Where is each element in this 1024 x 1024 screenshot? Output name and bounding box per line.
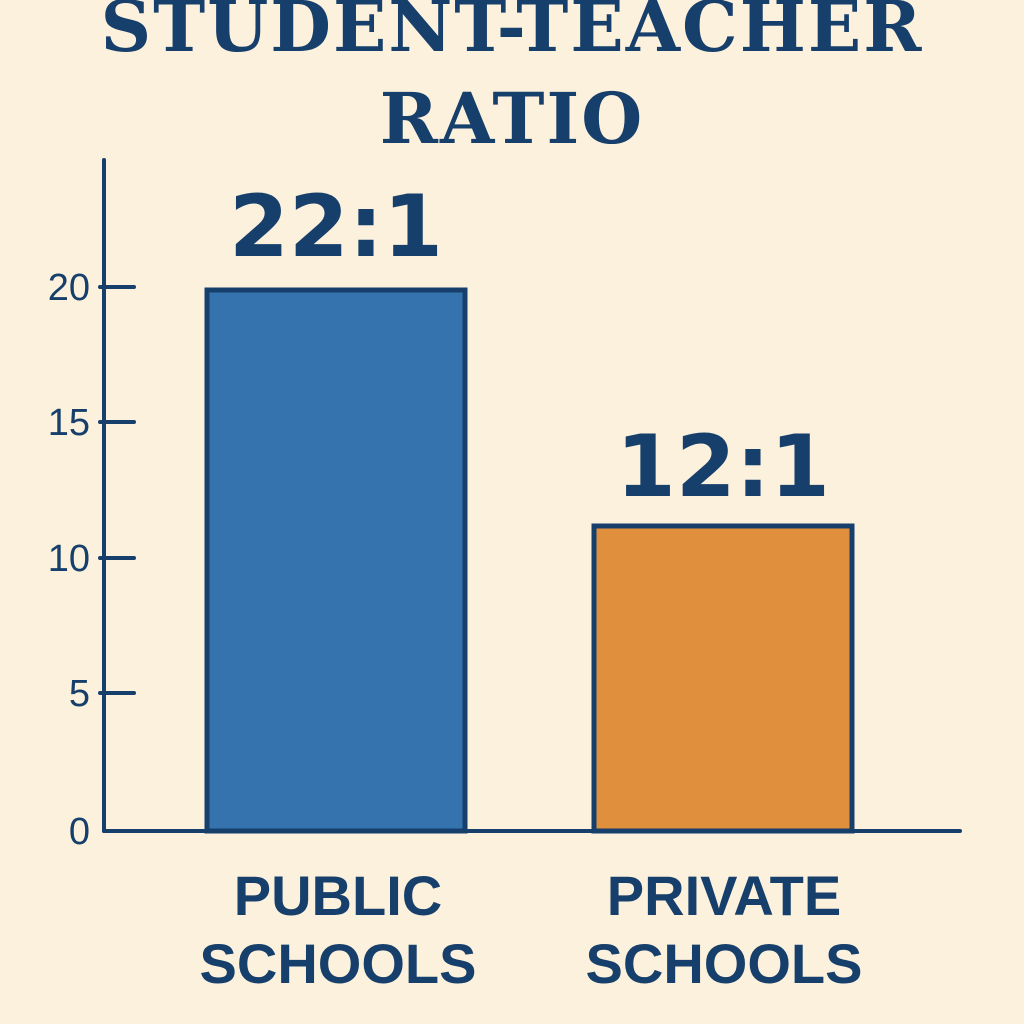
category-label-1-line-0: PRIVATE xyxy=(607,864,841,927)
bar-0 xyxy=(204,287,468,834)
y-tick-label-0: 0 xyxy=(69,811,90,853)
chart-title-line-2: RATIO xyxy=(379,77,645,160)
chart-title-line-1: STUDENT-TEACHER xyxy=(100,0,924,68)
y-tick-label-15: 15 xyxy=(48,402,90,444)
bar-1 xyxy=(591,523,855,834)
y-tick-label-20: 20 xyxy=(48,267,90,309)
category-label-1-line-1: SCHOOLS xyxy=(586,932,863,995)
data-label-1: 12:1 xyxy=(616,417,830,517)
y-tick-label-10: 10 xyxy=(48,538,90,580)
data-label-0: 22:1 xyxy=(229,177,443,277)
category-label-0-line-1: SCHOOLS xyxy=(200,932,477,995)
y-tick-label-5: 5 xyxy=(69,673,90,715)
category-label-0-line-0: PUBLIC xyxy=(234,864,442,927)
